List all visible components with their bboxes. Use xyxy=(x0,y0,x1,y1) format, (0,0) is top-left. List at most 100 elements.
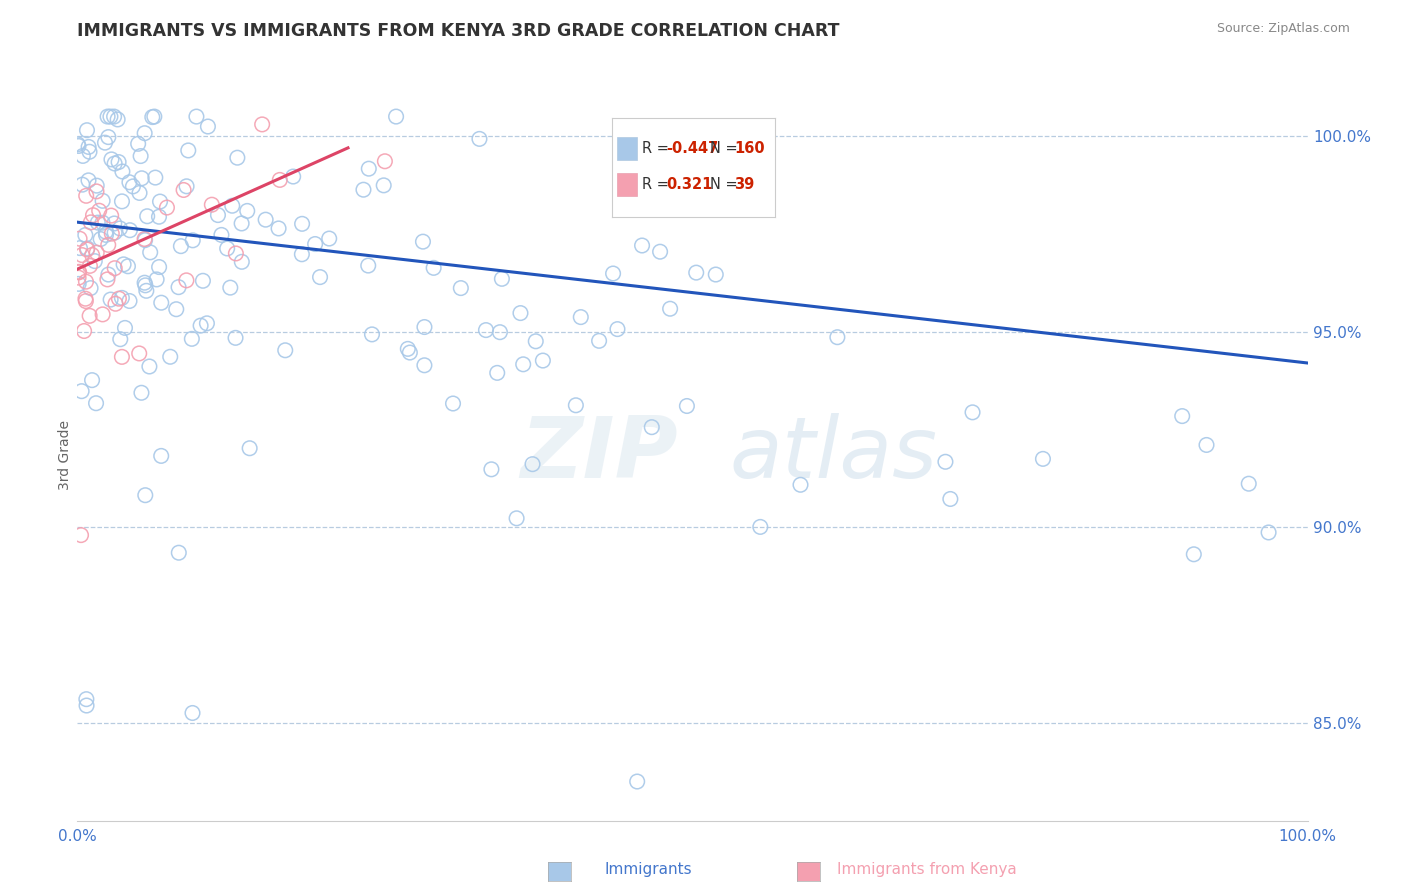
Point xyxy=(291,217,314,231)
Point xyxy=(934,455,956,469)
Point xyxy=(67,265,90,279)
Point xyxy=(66,137,89,152)
Point xyxy=(413,359,436,373)
Point xyxy=(134,278,156,293)
Point xyxy=(127,136,149,151)
Point xyxy=(79,281,101,295)
Point xyxy=(606,322,628,336)
Point xyxy=(475,323,498,337)
Point xyxy=(250,117,273,131)
Point xyxy=(72,149,94,163)
Point xyxy=(139,245,162,260)
Point xyxy=(79,259,101,273)
Text: ZIP: ZIP xyxy=(520,413,678,497)
Point xyxy=(226,151,249,165)
Text: R =: R = xyxy=(641,141,669,156)
Point xyxy=(631,238,654,252)
Point xyxy=(231,217,253,231)
Point xyxy=(207,208,229,222)
Point xyxy=(94,136,117,150)
Point xyxy=(522,457,544,471)
Point xyxy=(486,366,509,380)
Point xyxy=(373,178,395,193)
Text: Immigrants: Immigrants xyxy=(605,863,692,877)
Point xyxy=(83,254,105,268)
Point xyxy=(150,295,173,310)
Point xyxy=(1237,476,1260,491)
Point xyxy=(201,197,224,211)
Point xyxy=(254,212,277,227)
Point xyxy=(97,268,120,282)
Point xyxy=(134,232,156,246)
Point xyxy=(136,209,159,223)
Point xyxy=(69,241,91,255)
Point xyxy=(67,265,90,279)
Point xyxy=(221,199,243,213)
Point xyxy=(267,221,290,235)
Point xyxy=(269,173,291,187)
Point xyxy=(209,227,232,242)
Point xyxy=(231,255,253,269)
Point xyxy=(118,223,141,237)
Point xyxy=(450,281,472,295)
Point xyxy=(1195,438,1218,452)
Point xyxy=(67,277,90,291)
Point xyxy=(173,183,195,197)
Point xyxy=(77,173,100,187)
Point xyxy=(89,203,111,218)
Point xyxy=(274,343,297,358)
Point xyxy=(148,260,170,274)
Point xyxy=(104,226,127,240)
Point xyxy=(118,175,141,189)
Point xyxy=(181,706,204,720)
Point xyxy=(357,161,380,176)
Point xyxy=(186,110,208,124)
Point xyxy=(170,239,193,253)
Point xyxy=(111,291,134,305)
Point xyxy=(129,149,152,163)
Point xyxy=(491,272,513,286)
Point xyxy=(239,442,262,456)
Point xyxy=(67,139,90,153)
Point xyxy=(70,528,93,542)
Point xyxy=(176,179,198,194)
Point xyxy=(1032,451,1054,466)
Point xyxy=(100,293,122,307)
Point xyxy=(217,242,239,256)
Point xyxy=(489,325,512,339)
Point xyxy=(180,332,202,346)
Point xyxy=(131,171,153,186)
Point xyxy=(70,248,93,262)
Point xyxy=(134,233,156,247)
Point xyxy=(96,272,118,286)
Point xyxy=(112,257,135,271)
Point xyxy=(75,189,97,203)
Point xyxy=(165,302,187,317)
Point xyxy=(128,346,150,360)
Point xyxy=(962,405,984,419)
Point xyxy=(108,221,131,235)
Point xyxy=(86,178,108,193)
Point xyxy=(1171,409,1194,423)
Point xyxy=(219,280,242,294)
Point xyxy=(422,260,444,275)
Point xyxy=(75,692,97,706)
Point xyxy=(107,112,129,127)
Point xyxy=(1257,525,1279,540)
Bar xyxy=(617,137,637,161)
Point xyxy=(91,307,114,321)
Text: -0.447: -0.447 xyxy=(666,141,718,156)
Point xyxy=(602,267,624,281)
Point xyxy=(659,301,682,316)
Point xyxy=(103,110,125,124)
Point xyxy=(626,774,648,789)
Text: R =: R = xyxy=(641,178,669,192)
Bar xyxy=(617,173,637,196)
Point xyxy=(87,216,110,230)
Point xyxy=(79,145,101,159)
Point xyxy=(107,155,129,169)
Point xyxy=(101,227,124,241)
Point xyxy=(167,546,190,560)
Point xyxy=(361,327,384,342)
Point xyxy=(94,225,117,239)
